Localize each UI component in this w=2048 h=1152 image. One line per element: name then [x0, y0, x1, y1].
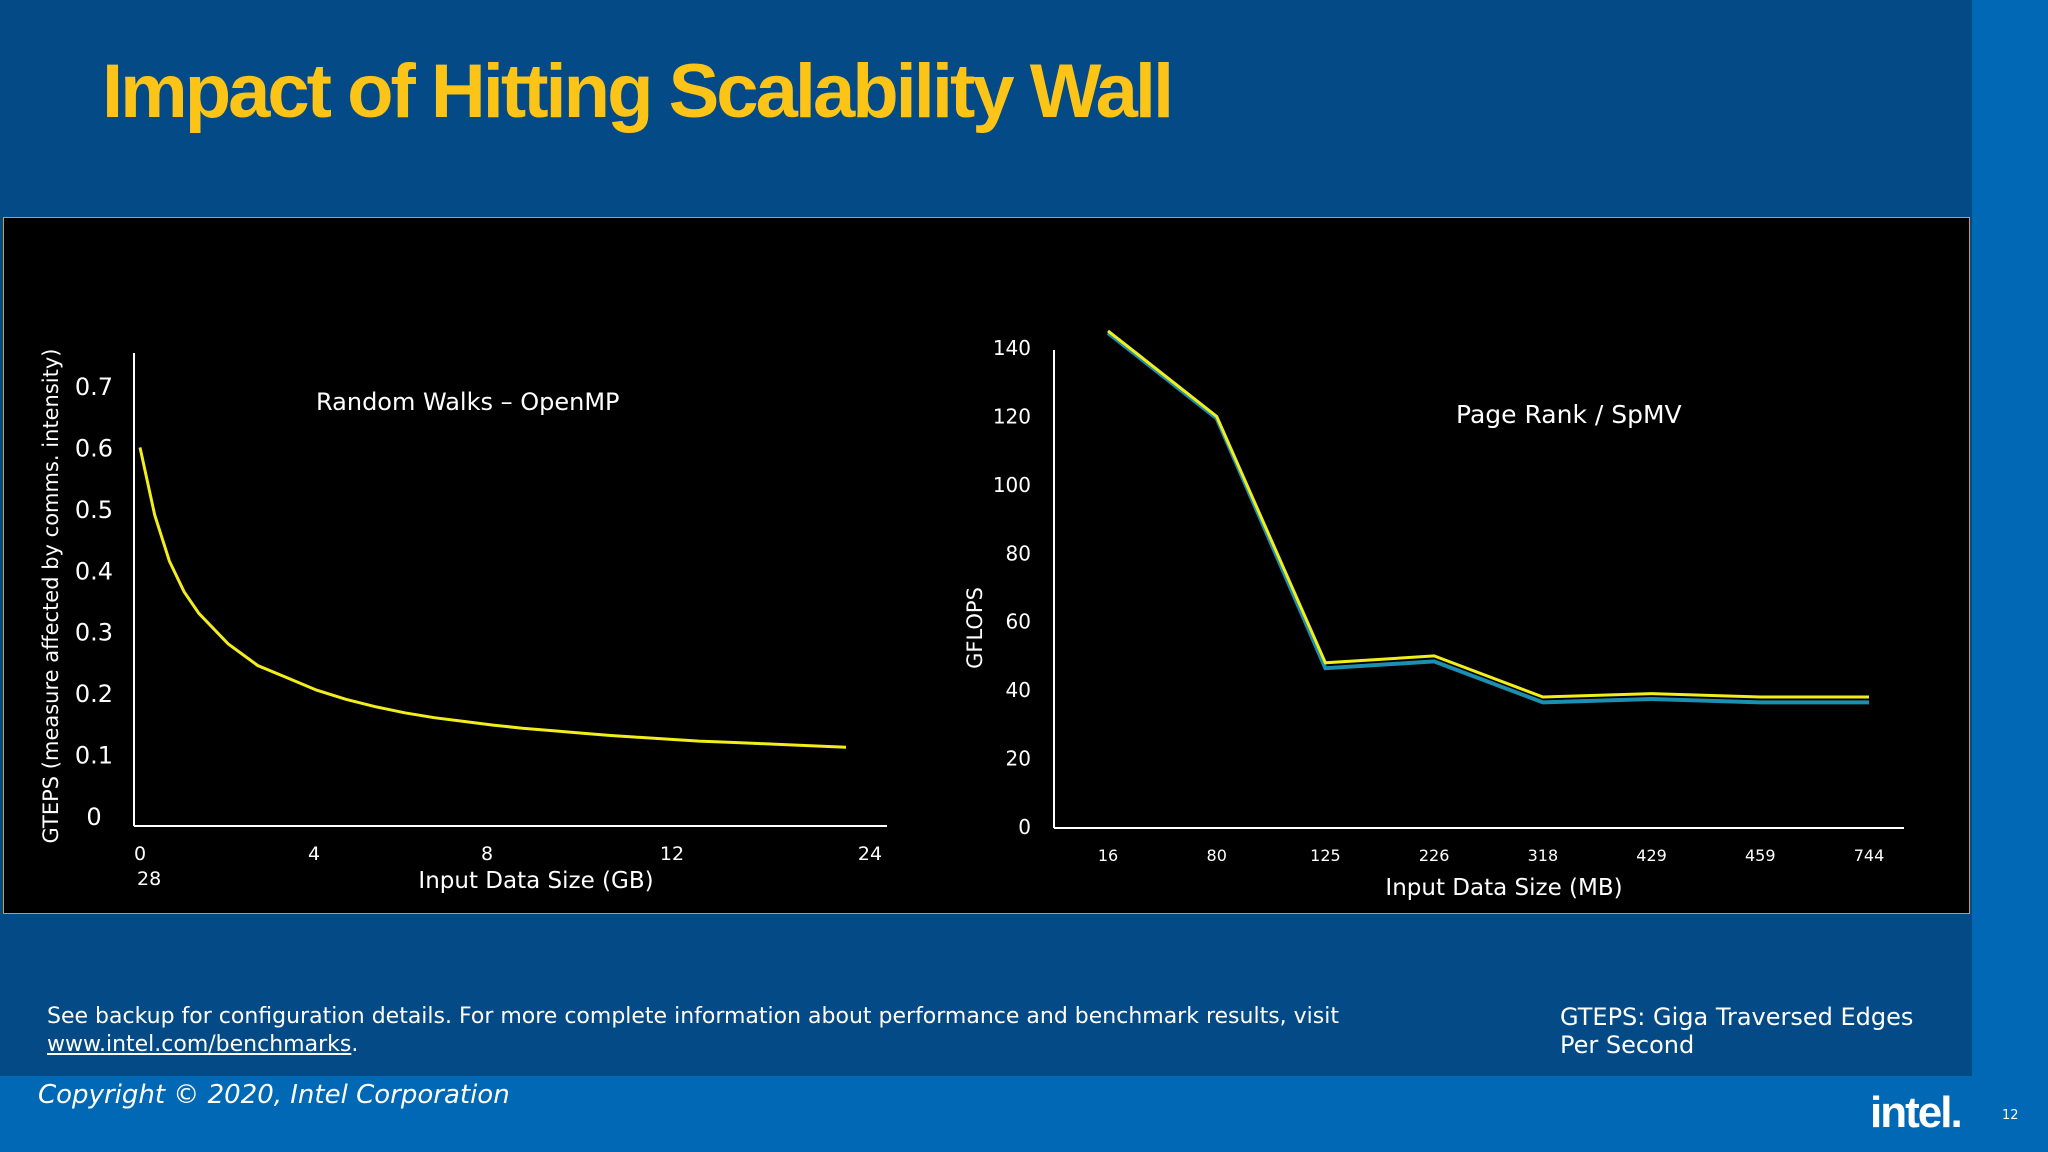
- chart1-y-tick: 0.7: [75, 373, 113, 401]
- charts-svg: Random Walks – OpenMP GTEPS (measure aff…: [39, 329, 1904, 901]
- chart1-y-tick: 0.2: [75, 680, 113, 708]
- chart1-series-line: [138, 447, 847, 749]
- benchmarks-link[interactable]: www.intel.com/benchmarks: [47, 1032, 352, 1057]
- chart2-x-tick: 125: [1310, 846, 1341, 865]
- chart1-y-tick: 0.5: [75, 496, 113, 524]
- chart2-y-tick: 120: [993, 404, 1031, 428]
- chart2-y-tick: 80: [1006, 541, 1031, 565]
- chart1-x-tick: 4: [308, 843, 320, 865]
- chart1-y-tick: 0.6: [75, 434, 113, 462]
- chart2-series-line-teal: [1106, 331, 1869, 705]
- intel-logo: intel.: [1870, 1088, 1963, 1137]
- chart2-y-tick: 40: [1006, 678, 1031, 702]
- chart2-y-tick: 100: [993, 473, 1031, 497]
- chart2-x-tick: 318: [1528, 846, 1559, 865]
- chart2-x-tick: 459: [1745, 846, 1776, 865]
- chart2-y-tick: 140: [993, 336, 1031, 360]
- chart2-series-line-yellow: [1107, 329, 1869, 699]
- chart1-x-tick: 0: [134, 843, 146, 865]
- footer-bar: [0, 1076, 1972, 1152]
- footnote-text: See backup for configuration details. Fo…: [47, 1004, 1339, 1029]
- footnote-end: .: [351, 1032, 359, 1057]
- footnote: See backup for configuration details. Fo…: [47, 1003, 1347, 1059]
- chart2-y-label: GFLOPS: [963, 587, 987, 669]
- page-number: 12: [2002, 1108, 2019, 1123]
- chart1-x-tick: 8: [481, 843, 493, 865]
- chart2-x-tick: 429: [1636, 846, 1667, 865]
- chart2-y-tick: 20: [1006, 747, 1031, 771]
- copyright: Copyright © 2020, Intel Corporation: [38, 1080, 510, 1110]
- chart2-title: Page Rank / SpMV: [1456, 400, 1682, 429]
- chart-panel: Random Walks – OpenMP GTEPS (measure aff…: [3, 217, 1970, 914]
- chart1-x-tick: 12: [660, 843, 684, 865]
- chart1-x-tick: 24: [858, 843, 882, 865]
- right-accent-strip: [1972, 0, 2048, 1152]
- chart1-y-tick: 0.1: [75, 742, 113, 770]
- chart1-y-label: GTEPS (measure affected by comms. intens…: [39, 349, 63, 844]
- slide-title: Impact of Hitting Scalability Wall: [102, 49, 1174, 134]
- chart2-x-label: Input Data Size (MB): [1385, 875, 1622, 901]
- chart1-x-label: Input Data Size (GB): [418, 868, 653, 894]
- chart2-x-tick: 744: [1854, 846, 1885, 865]
- chart2-x-tick: 226: [1419, 846, 1450, 865]
- chart2-x-tick: 16: [1098, 846, 1118, 865]
- chart1-y-tick: 0: [86, 803, 101, 831]
- chart2-y-tick: 0: [1018, 815, 1031, 839]
- chart-random-walks: Random Walks – OpenMP GTEPS (measure aff…: [39, 349, 887, 894]
- chart1-y-tick: 0.3: [75, 619, 113, 647]
- chart2-y-tick: 60: [1006, 610, 1031, 634]
- chart1-title: Random Walks – OpenMP: [316, 388, 620, 416]
- chart2-x-tick: 80: [1207, 846, 1227, 865]
- chart1-y-tick: 0.4: [75, 557, 113, 585]
- gteps-definition: GTEPS: Giga Traversed Edges Per Second: [1560, 1003, 1914, 1059]
- chart1-x-tick-extra: 28: [137, 868, 161, 890]
- chart-page-rank: Page Rank / SpMV GFLOPS Input Data Size …: [963, 329, 1904, 901]
